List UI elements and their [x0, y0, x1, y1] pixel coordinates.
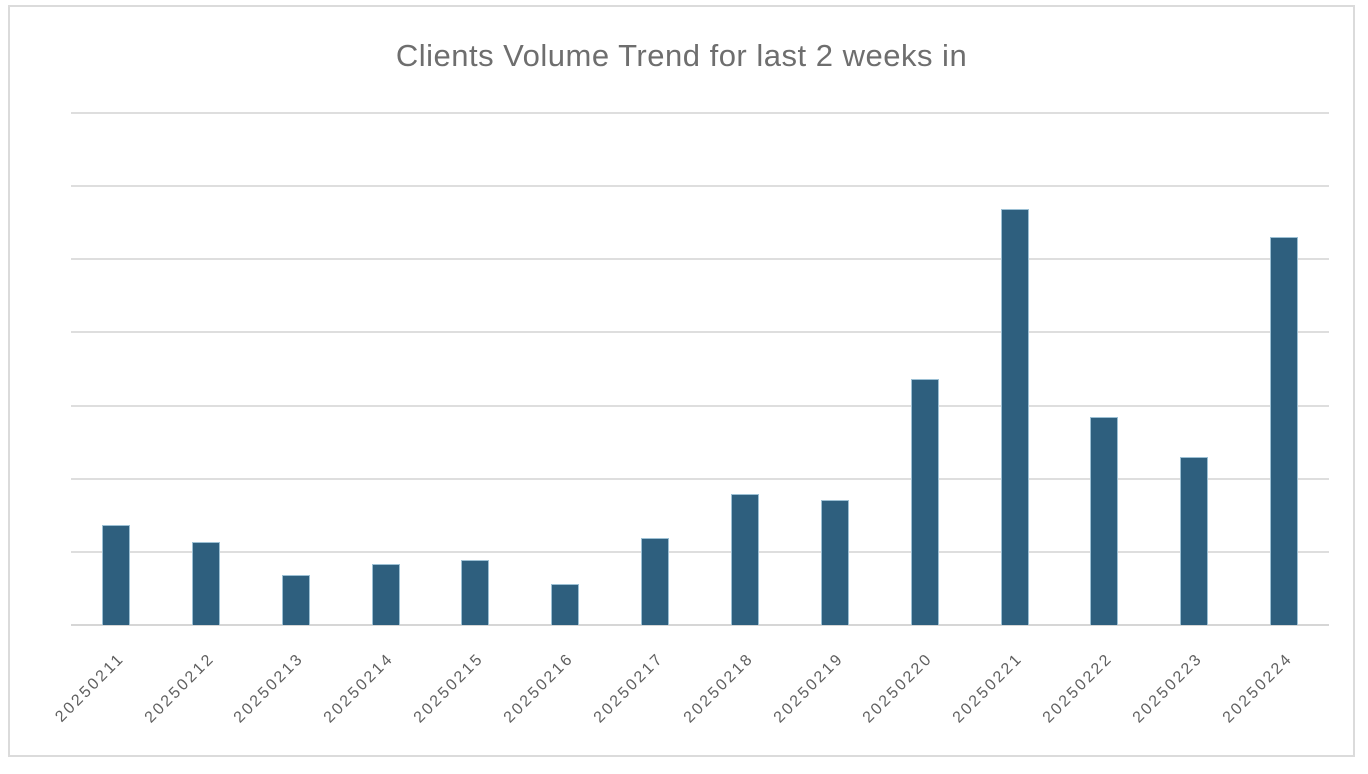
plot-area	[71, 112, 1329, 626]
bar-20250220	[910, 379, 939, 625]
gridline	[71, 404, 1329, 407]
gridline	[71, 112, 1329, 114]
bar-20250223	[1180, 456, 1209, 625]
x-axis-label-20250219: 20250219	[744, 650, 847, 727]
bar-20250216	[551, 584, 580, 625]
gridline	[71, 258, 1329, 261]
x-axis: 20250211 20250212 20250213 20250214 20250215…	[52, 625, 1329, 757]
chart-title: Clients Volume Trend for last 2 weeks in	[395, 38, 968, 73]
gridline	[71, 477, 1329, 480]
bar-20250215	[461, 559, 490, 625]
bar-20250212	[191, 542, 220, 625]
x-axis-label-20250224: 20250224	[1193, 650, 1297, 727]
x-axis-label-20250213: 20250213	[204, 650, 308, 727]
x-axis-label-20250214: 20250214	[294, 650, 398, 727]
bar-20250224	[1270, 236, 1299, 625]
bar-20250219	[820, 499, 849, 625]
x-axis-label-20250217: 20250217	[564, 650, 668, 727]
x-axis-label-text: 20250224	[1219, 650, 1297, 727]
x-axis-label-20250223: 20250223	[1103, 650, 1207, 727]
x-axis-label-20250218: 20250218	[654, 650, 757, 727]
chart-container: Clients Volume Trend for last 2 weeks in…	[8, 5, 1355, 757]
bar-20250213	[281, 575, 310, 625]
bar-20250214	[371, 563, 400, 625]
bar-20250221	[1000, 208, 1029, 625]
x-axis-label-20250212: 20250212	[115, 650, 218, 727]
x-axis-label-20250220: 20250220	[833, 650, 937, 727]
bar-20250222	[1090, 417, 1119, 625]
bar-20250218	[730, 494, 759, 625]
x-axis-label-20250215: 20250215	[384, 650, 488, 727]
x-axis-line	[71, 624, 1329, 626]
bar-20250211	[101, 524, 130, 625]
x-axis-label-20250211: 20250211	[26, 650, 128, 726]
gridline	[71, 550, 1329, 553]
gridline	[71, 185, 1329, 188]
bar-20250217	[641, 537, 670, 625]
x-axis-label-20250216: 20250216	[474, 650, 578, 727]
gridline	[71, 331, 1329, 334]
x-axis-label-20250221: 20250221	[923, 650, 1027, 727]
x-axis-label-20250222: 20250222	[1013, 650, 1117, 727]
